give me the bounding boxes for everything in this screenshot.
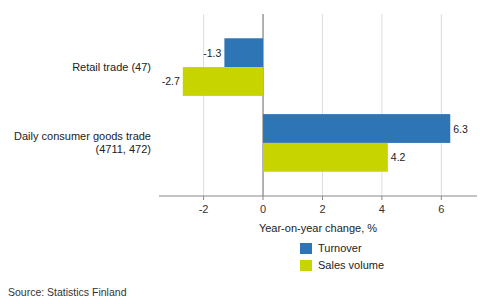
category-label-line: (4711, 472) — [96, 143, 151, 155]
tick-label: 0 — [260, 203, 266, 215]
tick-label: -2 — [199, 203, 209, 215]
data-label: -2.7 — [162, 75, 180, 87]
data-label: -1.3 — [203, 47, 221, 59]
tick-mark — [381, 196, 382, 200]
bar — [263, 114, 450, 143]
tick-label: 2 — [319, 203, 325, 215]
bar — [263, 143, 388, 172]
category-label: Retail trade (47) — [72, 61, 151, 73]
tick-mark — [322, 196, 323, 200]
data-labels: 6.3 -1.3 4.2 -2.7 — [162, 47, 468, 164]
category-label-line: Retail trade (47) — [72, 61, 151, 73]
legend-swatch — [300, 260, 312, 271]
grid — [204, 14, 442, 196]
bars — [183, 38, 450, 171]
chart: -2 0 2 4 6 Year-on-year change, % Daily consum… — [0, 0, 493, 304]
tick-mark — [263, 196, 264, 200]
tick-mark — [203, 196, 204, 200]
tick-mark — [441, 196, 442, 200]
grid-line — [441, 14, 442, 196]
legend-swatch — [300, 243, 312, 254]
legend: Turnover Sales volume — [300, 242, 384, 271]
category-label: Daily consumer goods trade(4711, 472) — [14, 130, 151, 155]
grid-line — [203, 14, 204, 196]
data-label: 6.3 — [453, 123, 468, 135]
tick-label: 6 — [438, 203, 444, 215]
x-axis-label: Year-on-year change, % — [259, 222, 377, 234]
annotation: Source: Statistics Finland — [8, 286, 127, 298]
tick-label: 4 — [379, 203, 385, 215]
data-label: 4.2 — [391, 151, 406, 163]
legend-label: Turnover — [318, 242, 362, 254]
x-axis-line — [159, 196, 477, 197]
bar — [183, 67, 263, 96]
legend-label: Sales volume — [318, 259, 384, 271]
category-label-line: Daily consumer goods trade — [14, 130, 151, 142]
bar — [224, 38, 263, 67]
